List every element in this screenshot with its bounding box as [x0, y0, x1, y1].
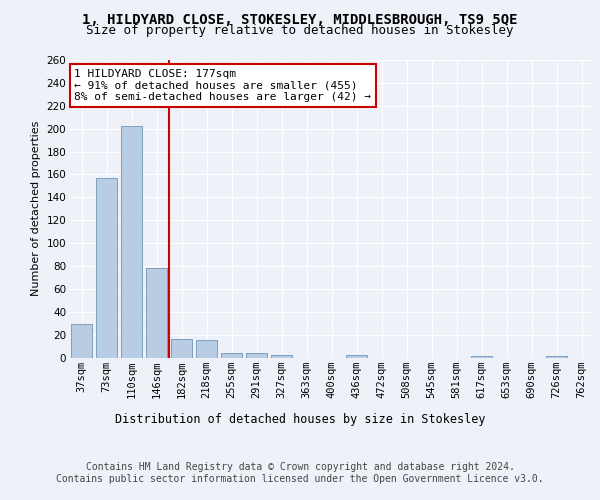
Bar — [171, 339, 192, 357]
Bar — [271, 355, 292, 358]
Text: Contains HM Land Registry data © Crown copyright and database right 2024.
Contai: Contains HM Land Registry data © Crown c… — [56, 462, 544, 484]
Bar — [471, 356, 492, 358]
Bar — [346, 355, 367, 358]
Bar — [96, 178, 117, 358]
Bar — [71, 324, 92, 358]
Y-axis label: Number of detached properties: Number of detached properties — [31, 121, 41, 296]
Text: 1 HILDYARD CLOSE: 177sqm
← 91% of detached houses are smaller (455)
8% of semi-d: 1 HILDYARD CLOSE: 177sqm ← 91% of detach… — [74, 69, 371, 102]
Text: Distribution of detached houses by size in Stokesley: Distribution of detached houses by size … — [115, 412, 485, 426]
Bar — [196, 340, 217, 357]
Text: 1, HILDYARD CLOSE, STOKESLEY, MIDDLESBROUGH, TS9 5QE: 1, HILDYARD CLOSE, STOKESLEY, MIDDLESBRO… — [82, 12, 518, 26]
Bar — [221, 353, 242, 358]
Text: Size of property relative to detached houses in Stokesley: Size of property relative to detached ho… — [86, 24, 514, 37]
Bar — [146, 268, 167, 358]
Bar — [546, 356, 567, 358]
Bar — [121, 126, 142, 358]
Bar — [246, 353, 267, 358]
